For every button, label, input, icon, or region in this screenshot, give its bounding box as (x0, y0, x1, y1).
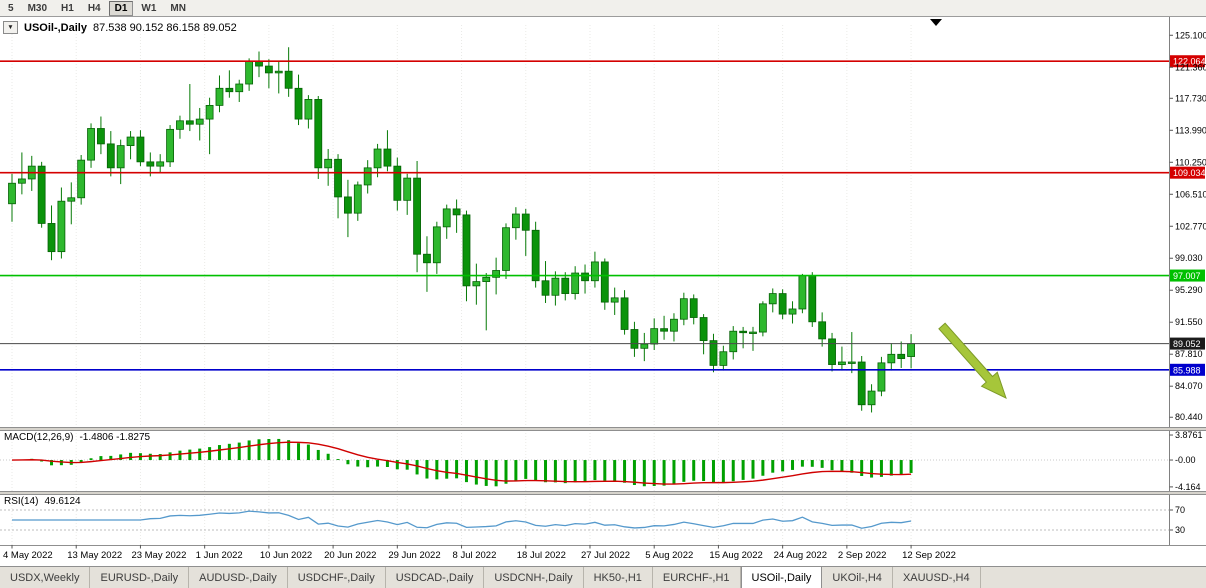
timeframe-button-5[interactable]: 5 (8, 2, 14, 14)
chart-tab-audusd-daily[interactable]: AUDUSD-,Daily (189, 567, 288, 588)
svg-text:84.070: 84.070 (1175, 381, 1203, 391)
svg-text:12 Sep 2022: 12 Sep 2022 (902, 550, 956, 561)
price-axis[interactable]: 125.100 121.360 117.730 113.990 110.250 106.5… (1169, 17, 1206, 545)
trend-arrow-annotation[interactable] (938, 322, 1007, 399)
timeframe-button-mn[interactable]: MN (170, 2, 186, 14)
svg-text:5 Aug 2022: 5 Aug 2022 (645, 550, 693, 561)
macd-indicator: 3.8761 -0.00 -4.164 (0, 430, 1203, 492)
svg-text:4 May 2022: 4 May 2022 (3, 550, 53, 561)
chart-tab-ukoil-h4[interactable]: UKOil-,H4 (822, 567, 893, 588)
chart-area[interactable]: 122.064 109.034 97.007 85.988 89.052 125.100 1… (0, 17, 1206, 567)
svg-text:23 May 2022: 23 May 2022 (131, 550, 186, 561)
svg-text:85.988: 85.988 (1173, 365, 1201, 375)
svg-text:121.360: 121.360 (1175, 62, 1206, 72)
timeframe-toolbar: 5 M30 H1 H4 D1 W1 MN (0, 0, 1206, 17)
svg-text:-4.164: -4.164 (1175, 482, 1201, 492)
svg-text:30: 30 (1175, 525, 1185, 535)
svg-text:106.510: 106.510 (1175, 189, 1206, 199)
svg-text:8 Jul 2022: 8 Jul 2022 (453, 550, 497, 561)
time-axis[interactable]: 4 May 2022 13 May 2022 23 May 2022 1 Jun 20… (3, 545, 956, 561)
chart-tabs-bar: USDX,Weekly EURUSD-,Daily AUDUSD-,Daily USD… (0, 566, 1206, 588)
chart-tab-usdcad-daily[interactable]: USDCAD-,Daily (386, 567, 485, 588)
svg-text:102.770: 102.770 (1175, 221, 1206, 231)
macd-values: -1.4806 -1.8275 (79, 432, 151, 443)
rsi-indicator: 70 30 (0, 505, 1185, 535)
symbol-period-label: USOil-,Daily (24, 21, 87, 34)
svg-text:15 Aug 2022: 15 Aug 2022 (709, 550, 762, 561)
candlestick-series (8, 47, 915, 413)
rsi-indicator-label: RSI(14) 49.6124 (4, 496, 81, 507)
chart-tab-usdchf-daily[interactable]: USDCHF-,Daily (288, 567, 386, 588)
shift-end-marker[interactable] (930, 19, 942, 26)
chart-tab-eurchf-h1[interactable]: EURCHF-,H1 (653, 567, 741, 588)
svg-text:125.100: 125.100 (1175, 30, 1206, 40)
svg-text:80.440: 80.440 (1175, 412, 1203, 422)
svg-text:89.052: 89.052 (1173, 339, 1201, 349)
svg-text:97.007: 97.007 (1173, 271, 1201, 281)
timeframe-button-h4[interactable]: H4 (87, 2, 101, 14)
svg-text:20 Jun 2022: 20 Jun 2022 (324, 550, 376, 561)
svg-text:13 May 2022: 13 May 2022 (67, 550, 122, 561)
svg-text:113.990: 113.990 (1175, 125, 1206, 135)
chart-tab-usoil-daily[interactable]: USOil-,Daily (740, 566, 823, 588)
timeframe-button-h1[interactable]: H1 (61, 2, 74, 14)
chart-tab-eurusd-daily[interactable]: EURUSD-,Daily (90, 567, 190, 588)
svg-text:99.030: 99.030 (1175, 253, 1203, 263)
symbol-dropdown-button[interactable]: ▼ (3, 21, 18, 34)
timeframe-button-w1[interactable]: W1 (141, 2, 157, 14)
panel-dividers[interactable] (0, 427, 1206, 495)
svg-text:95.290: 95.290 (1175, 285, 1203, 295)
chart-canvas[interactable]: 122.064109.03497.00785.98889.052125.1001… (0, 17, 1206, 567)
svg-text:3.8761: 3.8761 (1175, 430, 1203, 440)
svg-text:117.730: 117.730 (1175, 93, 1206, 103)
current-price-line: 89.052 (0, 337, 1205, 350)
rsi-value: 49.6124 (44, 496, 81, 507)
svg-text:122.064: 122.064 (1173, 57, 1206, 67)
svg-text:110.250: 110.250 (1175, 157, 1206, 167)
svg-text:2 Sep 2022: 2 Sep 2022 (838, 550, 887, 561)
svg-text:10 Jun 2022: 10 Jun 2022 (260, 550, 312, 561)
svg-text:87.810: 87.810 (1175, 349, 1203, 359)
svg-text:70: 70 (1175, 505, 1185, 515)
chart-header: ▼ USOil-,Daily 87.538 90.152 86.158 89.0… (3, 21, 237, 34)
svg-text:109.034: 109.034 (1173, 168, 1206, 178)
rsi-title: RSI(14) (4, 496, 39, 507)
horizontal-level-lines[interactable]: 122.064 109.034 97.007 85.988 (0, 55, 1206, 376)
macd-indicator-label: MACD(12,26,9) -1.4806 -1.8275 (4, 432, 150, 443)
timeframe-button-m30[interactable]: M30 (27, 2, 48, 14)
timeframe-button-d1[interactable]: D1 (108, 0, 134, 16)
macd-title: MACD(12,26,9) (4, 432, 74, 443)
ohlc-values: 87.538 90.152 86.158 89.052 (92, 21, 237, 34)
chart-tab-usdcnh-daily[interactable]: USDCNH-,Daily (484, 567, 584, 588)
chart-tab-usdx-weekly[interactable]: USDX,Weekly (0, 567, 91, 588)
svg-text:27 Jul 2022: 27 Jul 2022 (581, 550, 630, 561)
svg-text:-0.00: -0.00 (1175, 455, 1196, 465)
svg-text:1 Jun 2022: 1 Jun 2022 (196, 550, 243, 561)
svg-text:91.550: 91.550 (1175, 317, 1203, 327)
chart-tab-xauusd-h4[interactable]: XAUUSD-,H4 (893, 567, 981, 588)
svg-text:29 Jun 2022: 29 Jun 2022 (388, 550, 440, 561)
svg-text:18 Jul 2022: 18 Jul 2022 (517, 550, 566, 561)
svg-text:24 Aug 2022: 24 Aug 2022 (774, 550, 827, 561)
chart-tab-hk50-h1[interactable]: HK50-,H1 (584, 567, 653, 588)
